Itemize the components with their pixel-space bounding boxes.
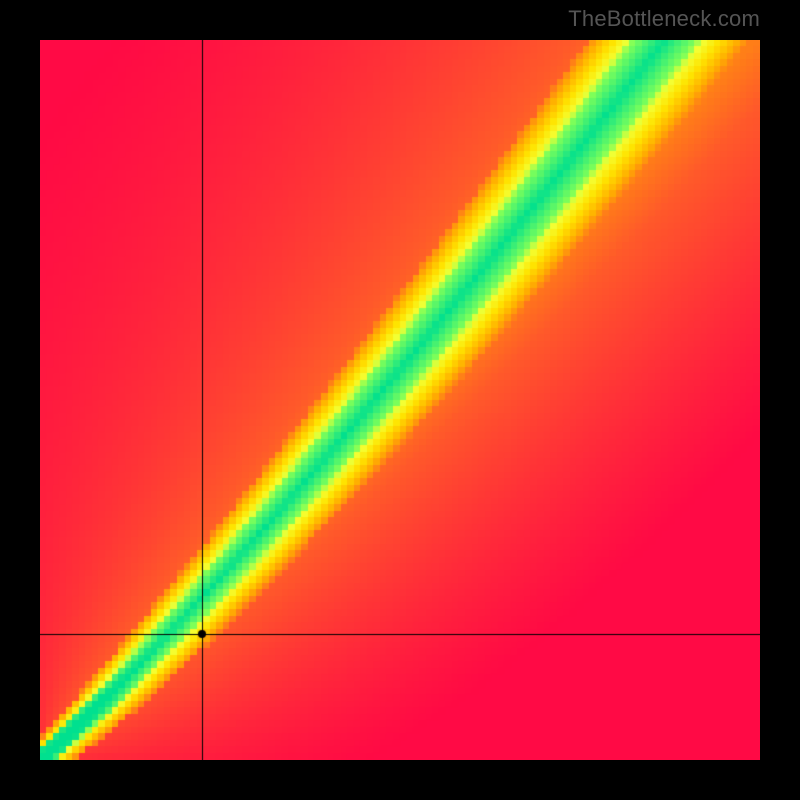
chart-container: TheBottleneck.com bbox=[0, 0, 800, 800]
watermark-text: TheBottleneck.com bbox=[568, 6, 760, 32]
heatmap-canvas bbox=[40, 40, 760, 760]
